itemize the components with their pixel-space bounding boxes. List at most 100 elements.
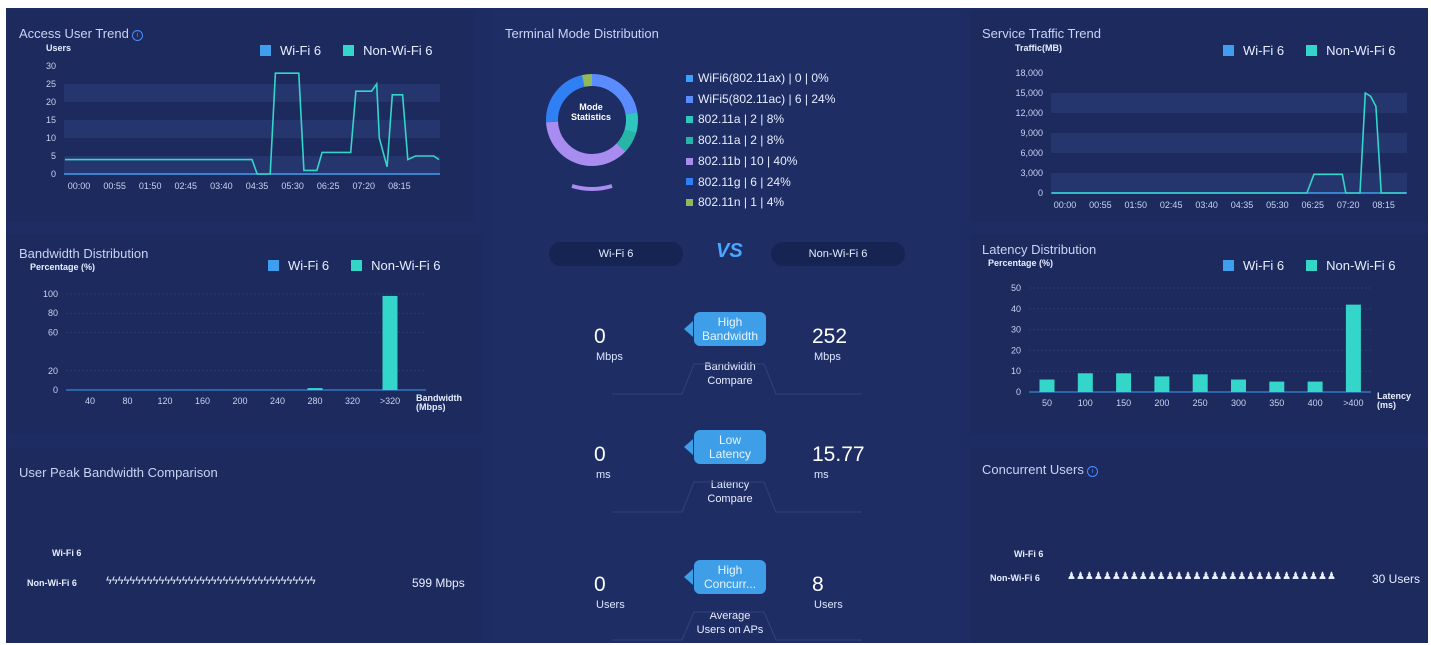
legend-item-non-wifi6[interactable]: Non-Wi-Fi 6 <box>351 258 441 273</box>
vs-tab-non-wifi6[interactable]: Non-Wi-Fi 6 <box>771 242 905 266</box>
panel-title-text: Access User Trend <box>19 26 129 41</box>
mode-legend-item[interactable]: 802.11a | 2 | 8% <box>686 109 835 130</box>
x-tick-label: 08:15 <box>1372 200 1395 210</box>
legend-label: Non-Wi-Fi 6 <box>1326 258 1396 273</box>
grid-band <box>1051 133 1407 153</box>
bar-non-wifi6 <box>1345 304 1361 392</box>
x-tick-label: 120 <box>157 396 172 406</box>
grid-band <box>64 84 440 102</box>
legend-item-non-wifi6[interactable]: Non-Wi-Fi 6 <box>343 43 433 58</box>
terminal-mode-title: Terminal Mode Distribution <box>505 26 659 41</box>
service-traffic-panel: Service Traffic Trend Traffic(MB) Wi-Fi … <box>971 10 1428 222</box>
dashboard: Access User Trend i Users Wi-Fi 6 Non-Wi-… <box>6 8 1428 643</box>
wifi6-latency-unit: ms <box>596 469 611 481</box>
mode-legend-item[interactable]: 802.11g | 6 | 24% <box>686 172 835 193</box>
x-tick-label: 80 <box>122 396 132 406</box>
bolt-icon-row: ϟϟϟϟϟϟϟϟϟϟϟϟϟϟϟϟϟϟϟϟϟϟϟϟϟϟϟϟϟϟϟϟϟϟϟϟ <box>106 575 316 587</box>
mode-legend-label: WiFi6(802.11ax) | 0 | 0% <box>698 71 829 85</box>
bar-non-wifi6 <box>1269 381 1285 392</box>
bar-non-wifi6 <box>1154 376 1170 392</box>
bandwidth-distribution-chart: 0 20 60 80 100 40 80 120 160 200 240 280 320 >320 <box>43 289 426 406</box>
concurrent-users-panel: Concurrent Users i Wi-Fi 6 Non-Wi-Fi 6 ♟♟… <box>971 448 1428 643</box>
x-tick-label: 00:00 <box>1054 200 1077 210</box>
bar-non-wifi6 <box>1077 373 1093 392</box>
x-tick-label: 04:35 <box>246 181 269 191</box>
wifi6-bandwidth-value: 0 <box>594 325 606 348</box>
x-tick-label: 07:20 <box>1337 200 1360 210</box>
x-tick-label: 06:25 <box>317 181 340 191</box>
mode-legend-item[interactable]: 802.11b | 10 | 40% <box>686 151 835 172</box>
vs-icon: VS <box>716 240 743 262</box>
badge-line1: High <box>717 315 743 329</box>
legend-item-wifi6[interactable]: Wi-Fi 6 <box>1223 43 1284 58</box>
info-icon[interactable]: i <box>131 30 143 41</box>
donut-segment <box>546 74 638 166</box>
x-tick-label: 300 <box>1231 398 1246 408</box>
legend-label: Non-Wi-Fi 6 <box>371 258 441 273</box>
legend-label: Wi-Fi 6 <box>288 258 330 273</box>
x-tick-label: 280 <box>307 396 322 406</box>
x-tick-label: 150 <box>1116 398 1131 408</box>
mode-legend-item[interactable]: 802.11a | 2 | 8% <box>686 130 835 151</box>
x-tick-label: 350 <box>1269 398 1284 408</box>
legend-swatch <box>686 116 693 124</box>
x-tick-label: 400 <box>1308 398 1323 408</box>
mode-legend-label: WiFi5(802.11ac) | 6 | 24% <box>698 91 836 106</box>
compare-bracket <box>612 363 862 395</box>
y-tick-label: 9,000 <box>1020 128 1043 138</box>
legend-item-non-wifi6[interactable]: Non-Wi-Fi 6 <box>1306 258 1396 273</box>
x-tick-label: 50 <box>1042 398 1052 408</box>
x-tick-label: 00:55 <box>103 181 126 191</box>
legend-item-wifi6[interactable]: Wi-Fi 6 <box>268 258 329 273</box>
x-axis-title: Latency (ms) <box>1377 392 1411 410</box>
y-tick-label: 50 <box>1011 283 1021 293</box>
user-peak-title: User Peak Bandwidth Comparison <box>19 465 218 480</box>
y-tick-label: 25 <box>46 79 56 89</box>
donut-hole <box>559 87 625 153</box>
legend-swatch <box>351 260 363 271</box>
bar-non-wifi6 <box>1231 379 1246 392</box>
grid-band <box>1051 93 1407 113</box>
mode-legend-item[interactable]: WiFi5(802.11ac) | 6 | 24% <box>686 89 835 110</box>
bar-non-wifi6 <box>1039 379 1055 392</box>
info-icon[interactable]: i <box>1086 466 1098 477</box>
x-tick-label: 320 <box>345 396 360 406</box>
mode-legend-item[interactable]: 802.11n | 1 | 4% <box>686 192 835 213</box>
y-tick-label: 6,000 <box>1020 148 1043 158</box>
legend-item-non-wifi6[interactable]: Non-Wi-Fi 6 <box>1306 43 1396 58</box>
badge-line1: High <box>717 563 743 577</box>
compare-label-line1: Average <box>709 610 751 622</box>
compare-bracket <box>612 481 862 513</box>
legend-swatch <box>686 178 693 186</box>
x-axis-title: Bandwidth (Mbps) <box>416 394 462 412</box>
legend-item-wifi6[interactable]: Wi-Fi 6 <box>1223 258 1284 273</box>
y-tick-label: 0 <box>53 385 58 395</box>
x-tick-label: 05:30 <box>281 181 304 191</box>
terminal-mode-panel: Terminal Mode Distribution Mode Statisti… <box>492 10 960 643</box>
y-tick-label: 10 <box>1011 366 1021 376</box>
bar-non-wifi6 <box>307 388 323 390</box>
bar-non-wifi6 <box>382 295 398 390</box>
wifi6-label: Wi-Fi 6 <box>1014 549 1044 559</box>
vs-tab-wifi6[interactable]: Wi-Fi 6 <box>549 242 683 266</box>
y-tick-label: 20 <box>1011 345 1021 355</box>
x-tick-label: 100 <box>1078 398 1093 408</box>
bar-non-wifi6 <box>1192 374 1208 392</box>
mode-legend-item[interactable]: WiFi6(802.11ax) | 0 | 0% <box>686 68 835 89</box>
x-tick-label: 160 <box>195 396 210 406</box>
y-tick-label: 100 <box>43 289 58 299</box>
mode-legend-label: 802.11n | 1 | 4% <box>698 195 785 210</box>
legend: Wi-Fi 6 Non-Wi-Fi 6 <box>260 43 447 58</box>
access-user-trend-panel: Access User Trend i Users Wi-Fi 6 Non-Wi-… <box>6 10 473 222</box>
concurrent-users-value: 30 Users <box>1372 572 1421 586</box>
x-tick-label: 04:35 <box>1231 200 1254 210</box>
bandwidth-distribution-panel: Bandwidth Distribution Percentage (%) Wi… <box>6 234 481 434</box>
user-icon-row: ♟♟♟♟♟♟♟♟♟♟♟♟♟♟♟♟♟♟♟♟♟♟♟♟♟♟♟♟♟♟ <box>1067 571 1336 582</box>
y-tick-label: 18,000 <box>1015 68 1043 78</box>
access-user-trend-chart: 0 5 10 15 20 25 30 00:00 00:55 01:50 02:45 03:40 04:… <box>46 61 440 191</box>
pill-arrow-icon <box>684 439 693 455</box>
non-wifi6-bandwidth-unit: Mbps <box>814 351 841 363</box>
y-tick-label: 30 <box>46 61 56 71</box>
legend-item-wifi6[interactable]: Wi-Fi 6 <box>260 43 321 58</box>
y-tick-label: 0 <box>51 169 56 179</box>
